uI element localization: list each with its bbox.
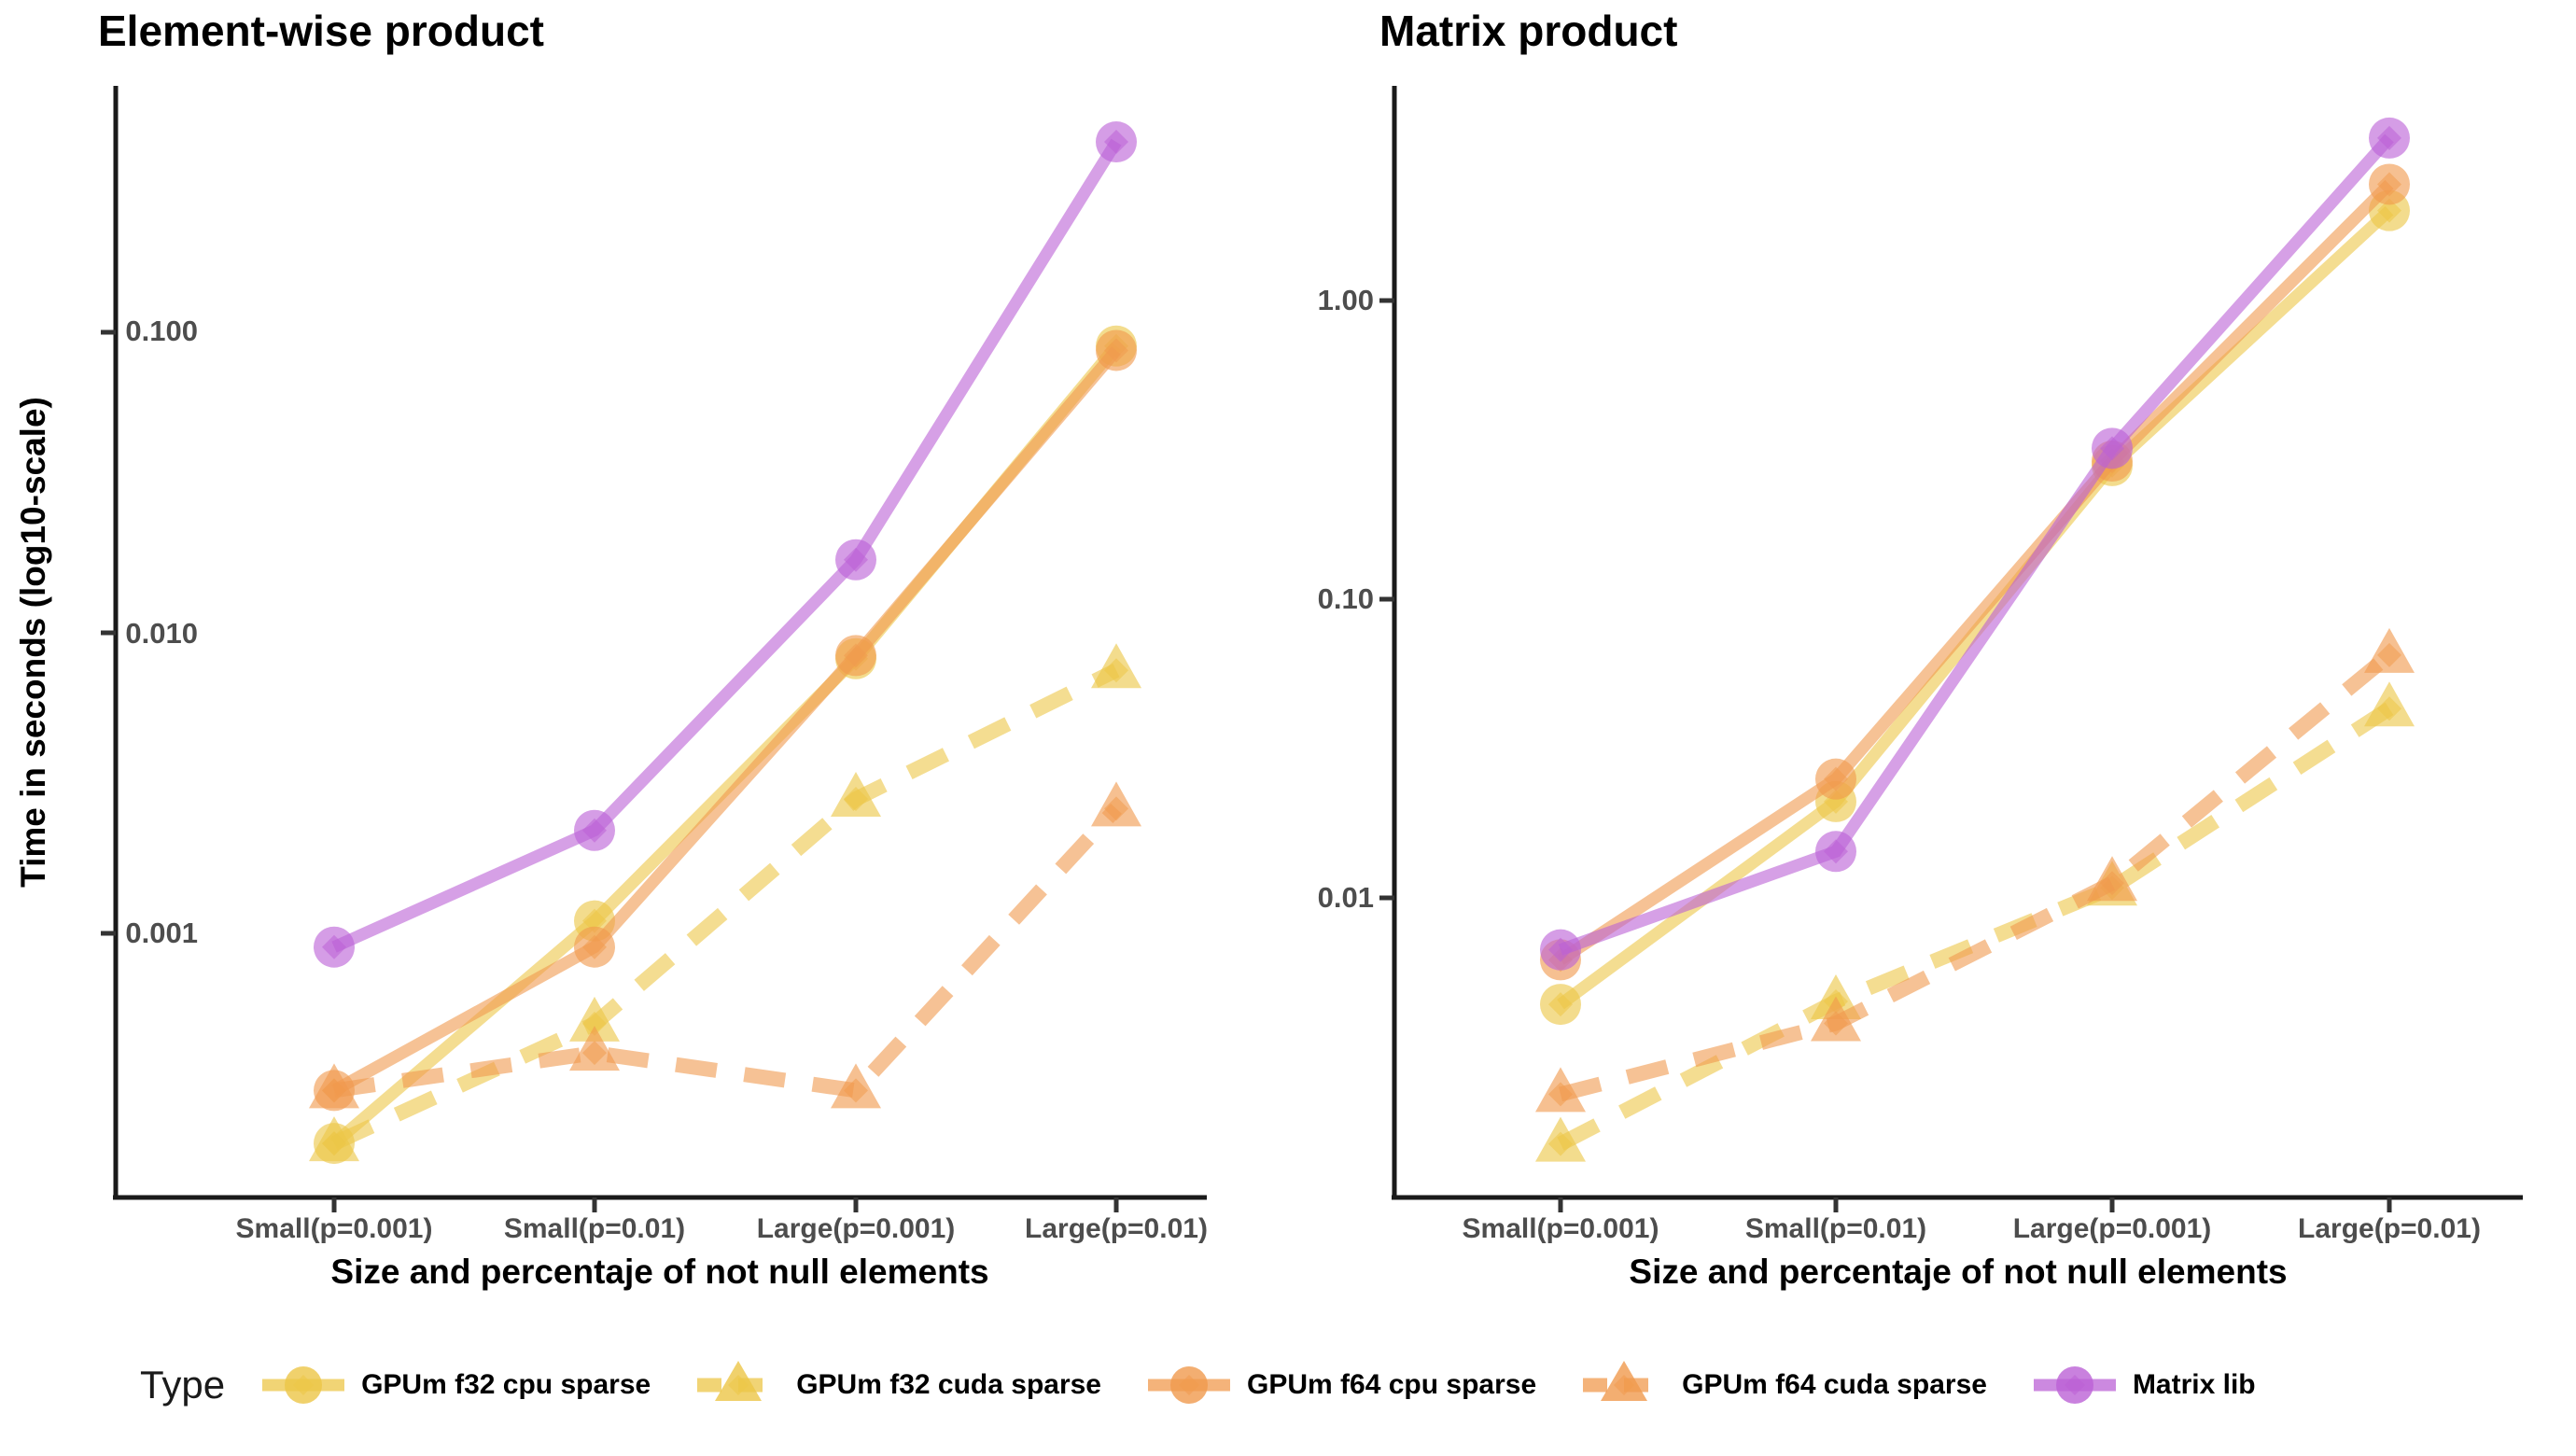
legend-entry-f64-cuda: GPUm f64 cuda sparse [1579,1352,1987,1418]
yellow-triangle-dashed-key-icon [693,1352,783,1418]
series-GPUm-f64-cuda-sparse [1535,627,2415,1113]
left-panel-title: Element-wise product [98,7,544,55]
panel-axes-0 [101,86,1207,1212]
right-ytick-0.10: 0.10 [1317,582,1374,615]
series-GPUm-f32-cuda-sparse [309,643,1141,1162]
series-Matrix-lib [1540,117,2410,971]
left-x-axis-title: Size and percentaje of not null elements [330,1253,989,1291]
right-xtick-small-p01: Small(p=0.01) [1744,1213,1927,1244]
legend-title: Type [140,1363,226,1407]
series-GPUm-f32-cpu-sparse [1540,189,2410,1026]
right-x-axis-title: Size and percentaje of not null elements [1629,1253,2288,1291]
series-GPUm-f64-cpu-sparse [1540,163,2410,981]
legend-entry-f64-cpu: GPUm f64 cpu sparse [1144,1352,1536,1418]
legend-entry-matrix-lib: Matrix lib [2030,1352,2256,1418]
right-ytick-0.01: 0.01 [1317,881,1374,914]
right-ytick-1.00: 1.00 [1317,284,1374,316]
left-xtick-small-p01: Small(p=0.01) [503,1213,686,1244]
orange-triangle-dashed-key-icon [1579,1352,1669,1418]
legend-label: Matrix lib [2132,1369,2256,1400]
right-panel-title: Matrix product [1379,7,1678,55]
orange-circle-solid-key-icon [1144,1352,1234,1418]
left-xtick-large-p001: Large(p=0.001) [756,1213,956,1244]
legend-label: GPUm f32 cpu sparse [361,1369,651,1400]
series-GPUm-f64-cpu-sparse [314,329,1137,1112]
legend-label: GPUm f64 cpu sparse [1247,1369,1537,1400]
legend-label: GPUm f32 cuda sparse [796,1369,1101,1400]
left-ytick-0.010: 0.010 [125,617,198,650]
purple-circle-solid-key-icon [2030,1352,2120,1418]
y-axis-title: Time in seconds (log10-scale) [14,397,52,888]
legend: Type GPUm f32 cpu sparse GPUm f32 cuda s… [140,1342,2299,1428]
legend-entry-f32-cuda: GPUm f32 cuda sparse [693,1352,1101,1418]
left-xtick-large-p01: Large(p=0.01) [1025,1213,1208,1244]
legend-entry-f32-cpu: GPUm f32 cpu sparse [259,1352,651,1418]
right-xtick-large-p001: Large(p=0.001) [2012,1213,2212,1244]
left-ytick-0.100: 0.100 [125,315,198,347]
series-GPUm-f64-cuda-sparse [309,781,1141,1109]
left-ytick-0.001: 0.001 [125,917,198,949]
panel-axes-1 [1379,86,2523,1212]
series-Matrix-lib [314,121,1137,968]
right-xtick-large-p01: Large(p=0.01) [2298,1213,2481,1244]
right-xtick-small-p001: Small(p=0.001) [1462,1213,1659,1244]
yellow-circle-solid-key-icon [259,1352,348,1418]
left-xtick-small-p001: Small(p=0.001) [235,1213,433,1244]
legend-label: GPUm f64 cuda sparse [1682,1369,1987,1400]
